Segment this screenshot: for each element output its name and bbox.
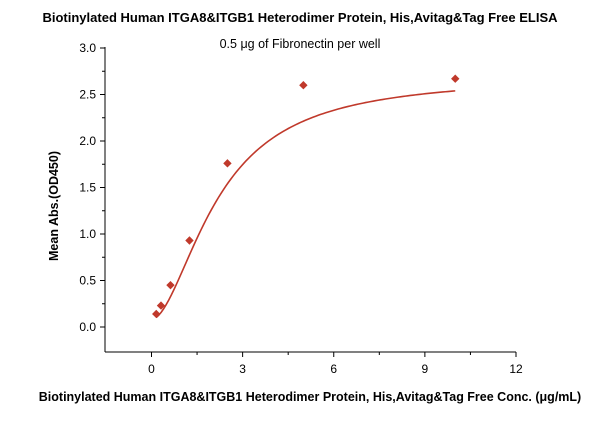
y-tick-label: 1.5: [79, 181, 96, 195]
data-points: [152, 74, 460, 319]
data-point: [156, 301, 166, 310]
x-tick-label: 6: [330, 362, 337, 376]
y-ticks: 0.0 0.5 1.0 1.5 2.0 2.5 3.0: [79, 41, 105, 334]
chart-title: Biotinylated Human ITGA8&ITGB1 Heterodim…: [42, 10, 558, 25]
y-tick-label: 0.5: [79, 274, 96, 288]
data-point: [166, 280, 175, 290]
y-tick-label: 0.0: [79, 320, 96, 334]
y-tick-label: 3.0: [79, 41, 96, 55]
fit-curve: [155, 90, 456, 319]
y-tick-label: 2.0: [79, 134, 96, 148]
x-tick-label: 9: [422, 362, 429, 376]
x-tick-label: 12: [509, 362, 523, 376]
x-axis-label: Biotinylated Human ITGA8&ITGB1 Heterodim…: [39, 390, 581, 404]
x-tick-label: 3: [239, 362, 246, 376]
data-point: [299, 81, 308, 90]
data-point: [223, 159, 232, 168]
data-point: [152, 309, 161, 319]
chart-subtitle: 0.5 μg of Fibronectin per well: [220, 37, 381, 51]
y-tick-label: 2.5: [79, 88, 96, 102]
data-point: [451, 74, 460, 83]
x-tick-label: 0: [148, 362, 155, 376]
data-point: [185, 236, 194, 245]
y-tick-label: 1.0: [79, 227, 96, 241]
y-axis-label: Mean Abs.(OD450): [47, 151, 61, 261]
x-ticks: 0 3 6 9 12: [148, 352, 523, 376]
